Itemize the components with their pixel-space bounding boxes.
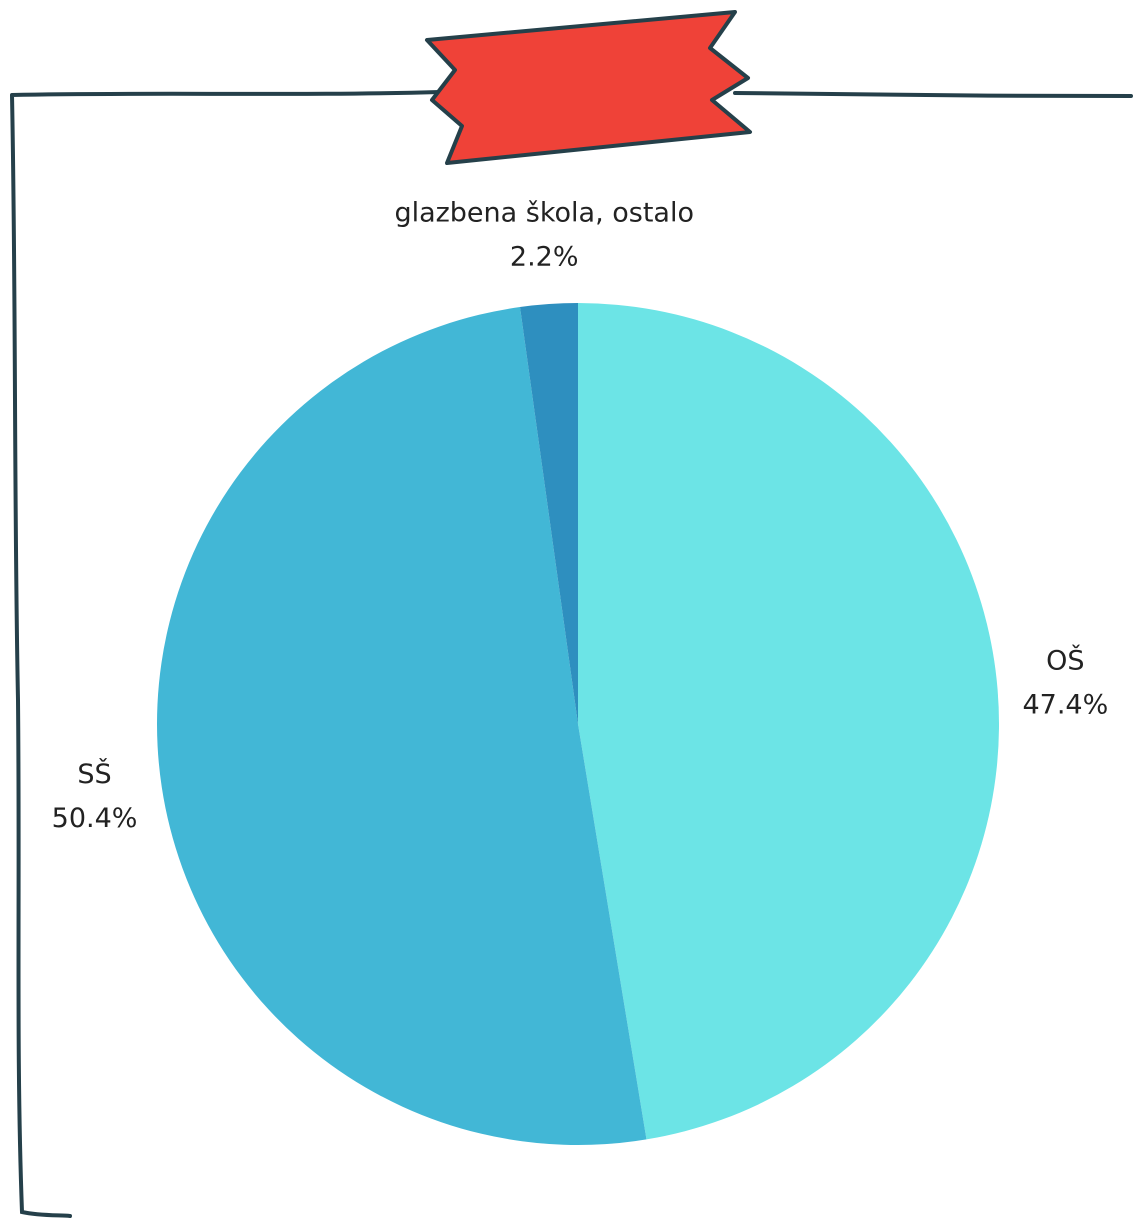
slice-category-label: glazbena škola, ostalo [394,198,694,229]
page: {"chart_data": {"type": "pie", "categori… [0,0,1133,1219]
slice-value-label: 2.2% [510,242,579,273]
banner [427,12,750,163]
pie [157,303,999,1145]
pie-slice [578,303,999,1139]
slice-value-label: 47.4% [1022,690,1108,721]
slice-category-label: SŠ [77,758,111,790]
slice-value-label: 50.4% [52,803,138,834]
chart: OŠ 47.4% SŠ 50.4% glazbena škola, ostalo 2.2% [0,0,1133,1219]
slice-category-label: OŠ [1046,645,1084,677]
